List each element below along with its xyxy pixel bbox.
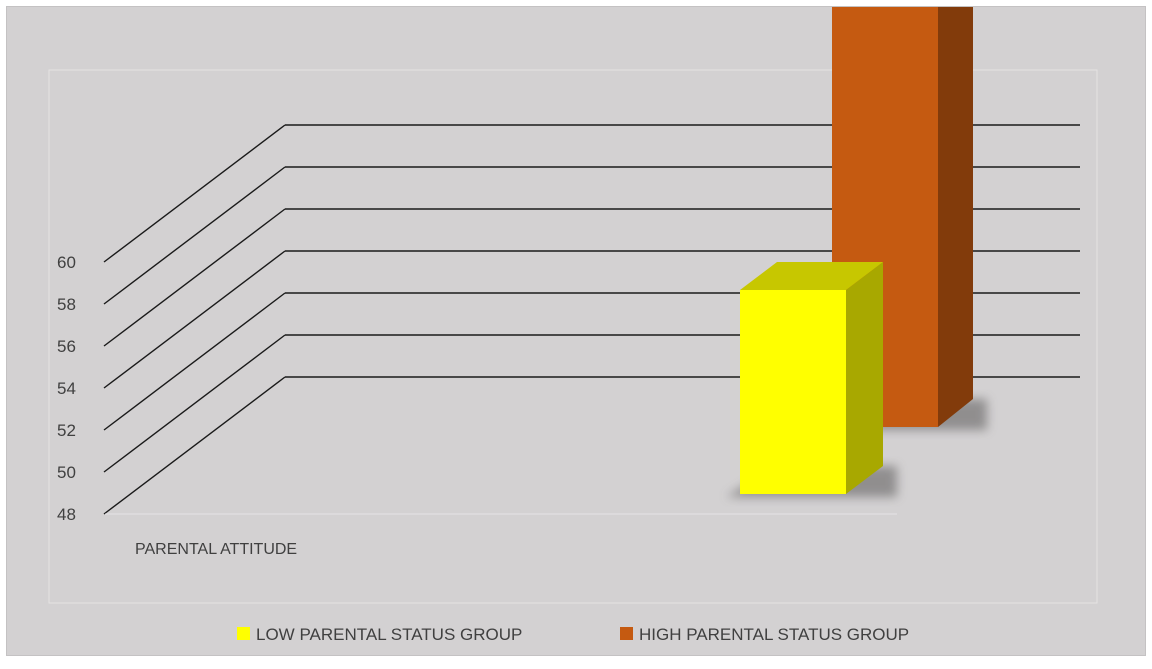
gridline-depth (103, 376, 286, 515)
y-tick-label: 48 (57, 505, 76, 524)
legend-swatch-low (237, 627, 250, 640)
y-tick-label: 52 (57, 421, 76, 440)
gridline-depth (103, 292, 286, 431)
y-tick-label: 58 (57, 295, 76, 314)
category-label: PARENTAL ATTITUDE (135, 541, 297, 558)
bar-side-face (938, 7, 973, 427)
gridline-depth (103, 166, 286, 305)
bars (726, 7, 987, 497)
legend-swatch-high (620, 627, 633, 640)
y-tick-label: 50 (57, 463, 76, 482)
y-tick-label: 60 (57, 253, 76, 272)
bar-top-face (740, 262, 883, 290)
bar-low (726, 262, 897, 497)
gridline-depth (103, 208, 286, 347)
y-axis: 48 50 52 54 56 58 60 (57, 253, 76, 524)
chart-svg: 48 50 52 54 56 58 60 PARENTAL ATTITUDE LOW PAR… (48, 7, 1098, 644)
y-tick-label: 54 (57, 379, 76, 398)
legend-label-high: HIGH PARENTAL STATUS GROUP (639, 625, 909, 644)
bar-front-face (740, 290, 846, 494)
gridline-depth (103, 334, 286, 473)
legend: LOW PARENTAL STATUS GROUP HIGH PARENTAL … (237, 625, 909, 644)
y-tick-label: 56 (57, 337, 76, 356)
legend-label-low: LOW PARENTAL STATUS GROUP (256, 625, 522, 644)
bar-side-face (846, 262, 883, 494)
plot-area (48, 69, 1098, 604)
gridline-depth (103, 250, 286, 389)
gridline-depth (103, 124, 286, 263)
chart-frame: 48 50 52 54 56 58 60 PARENTAL ATTITUDE LOW PAR… (6, 6, 1146, 656)
